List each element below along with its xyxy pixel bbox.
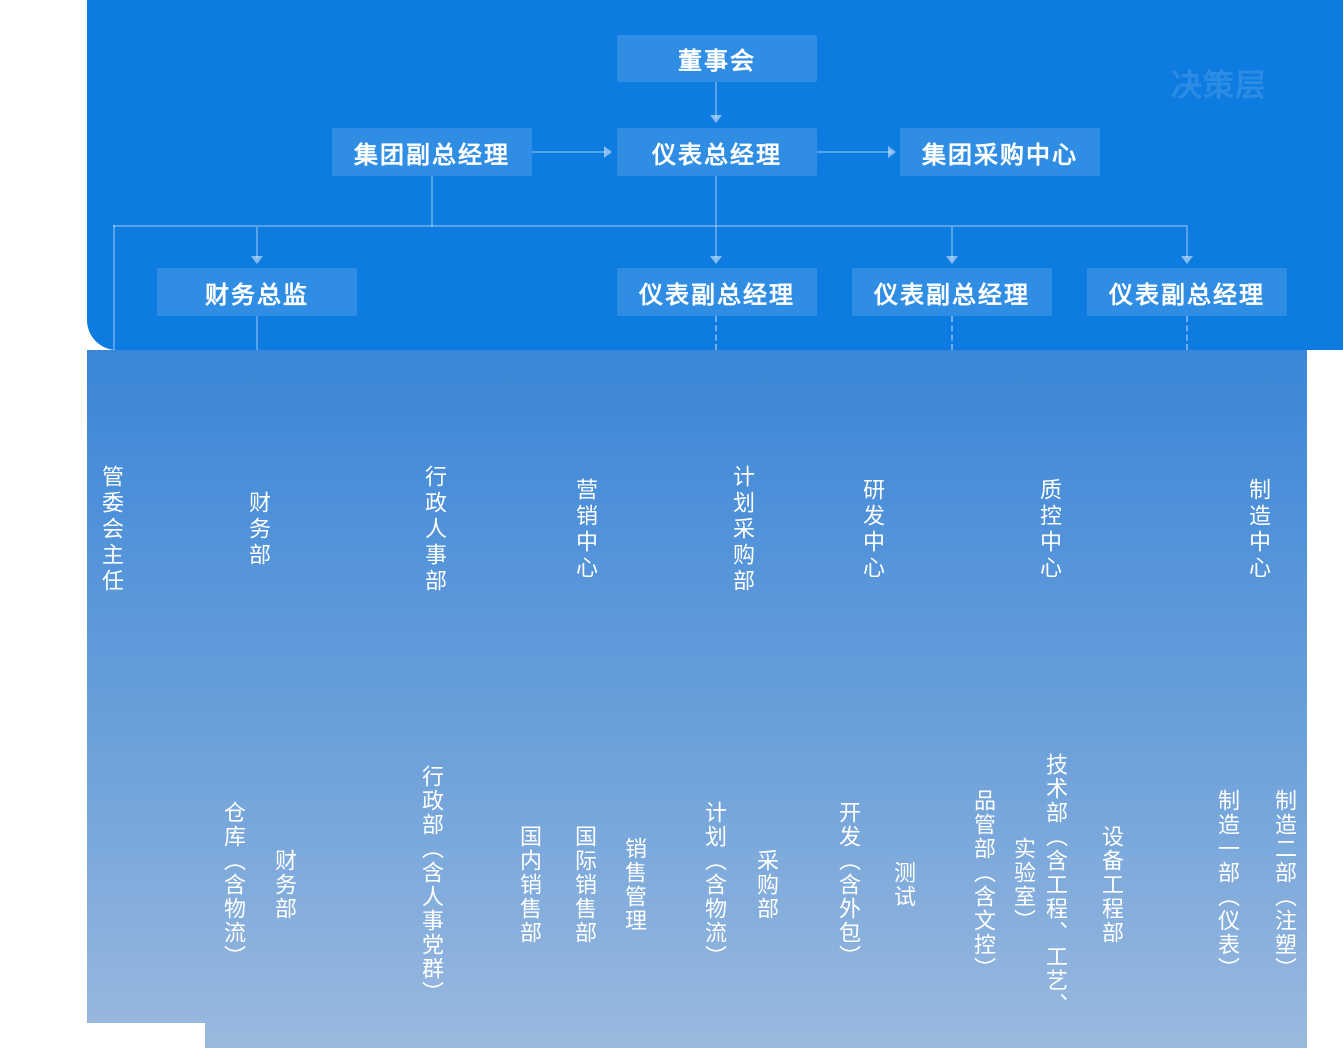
connector-cfo-drop bbox=[256, 316, 258, 350]
subdept-label-quality-management: 品管部（含文控） bbox=[970, 789, 995, 981]
dept-label-qc-center: 质控中心 bbox=[1036, 478, 1061, 582]
node-group-procurement-center: 集团采购中心 bbox=[900, 128, 1100, 176]
subdept-label-purchasing: 采购部 bbox=[753, 849, 778, 921]
arrow-right-icon bbox=[604, 146, 612, 158]
connector-deputygm-drop bbox=[431, 176, 433, 227]
decision-layer-watermark: 决策层 bbox=[1171, 68, 1267, 104]
connector-deputygm-to-gm bbox=[532, 151, 606, 153]
subdept-label-development: 开发（含外包） bbox=[835, 801, 860, 969]
connector-vp2-dashed bbox=[951, 316, 953, 350]
arrow-right-icon bbox=[888, 146, 896, 158]
subdept-label-sales-management: 销售管理 bbox=[621, 837, 646, 933]
dept-label-manufacturing-center: 制造中心 bbox=[1245, 478, 1270, 582]
connector-bus bbox=[113, 225, 1188, 227]
subdept-label-warehouse: 仓库（含物流） bbox=[220, 801, 245, 969]
connector-left-drop bbox=[113, 225, 115, 350]
connector-board-to-gm bbox=[715, 82, 717, 118]
node-instrument-deputy-gm-2: 仪表副总经理 bbox=[852, 268, 1052, 316]
subdept-label-technology: 技术部（含工程、工艺、实验室） bbox=[1010, 753, 1067, 1017]
dept-label-rnd-center: 研发中心 bbox=[859, 478, 884, 582]
subdept-label-manufacturing-2: 制造二部（注塑） bbox=[1271, 789, 1296, 981]
subdept-label-testing: 测试 bbox=[890, 861, 915, 909]
connector-vp3-dashed bbox=[1186, 316, 1188, 350]
dept-label-planning-procurement: 计划采购部 bbox=[729, 465, 754, 595]
dept-label-marketing-center: 营销中心 bbox=[572, 478, 597, 582]
connector-to-vp3 bbox=[1186, 227, 1188, 258]
subdept-label-manufacturing-1: 制造一部（仪表） bbox=[1214, 789, 1239, 981]
connector-to-vp2 bbox=[951, 227, 953, 258]
subdept-label-finance: 财务部 bbox=[271, 849, 296, 921]
node-instrument-deputy-gm-1: 仪表副总经理 bbox=[617, 268, 817, 316]
dept-label-admin-hr: 行政人事部 bbox=[421, 465, 446, 595]
connector-to-cfo bbox=[256, 227, 258, 258]
node-cfo: 财务总监 bbox=[157, 268, 357, 316]
dept-label-finance: 财务部 bbox=[245, 491, 270, 569]
arrow-down-icon bbox=[710, 115, 722, 123]
node-group-deputy-gm: 集团副总经理 bbox=[332, 128, 532, 176]
subdept-label-equipment-engineering: 设备工程部 bbox=[1098, 825, 1123, 945]
connector-gm-to-procurement bbox=[817, 151, 891, 153]
arrow-down-icon bbox=[710, 256, 722, 264]
subdept-label-international-sales: 国际销售部 bbox=[571, 825, 596, 945]
node-board: 董事会 bbox=[617, 35, 817, 82]
node-instrument-deputy-gm-3: 仪表副总经理 bbox=[1087, 268, 1287, 316]
subdept-label-admin: 行政部（含人事党群） bbox=[418, 765, 443, 1005]
departments-panel bbox=[87, 350, 1307, 1048]
connector-vp1-dashed bbox=[715, 316, 717, 350]
connector-to-vp1 bbox=[715, 176, 717, 258]
arrow-down-icon bbox=[251, 256, 263, 264]
arrow-down-icon bbox=[946, 256, 958, 264]
arrow-down-icon bbox=[1181, 256, 1193, 264]
decision-layer-panel bbox=[87, 0, 1343, 350]
subdept-label-domestic-sales: 国内销售部 bbox=[516, 825, 541, 945]
node-instrument-gm: 仪表总经理 bbox=[617, 128, 817, 176]
dept-label-management-committee: 管委会主任 bbox=[98, 465, 123, 595]
subdept-label-planning: 计划（含物流） bbox=[701, 801, 726, 969]
